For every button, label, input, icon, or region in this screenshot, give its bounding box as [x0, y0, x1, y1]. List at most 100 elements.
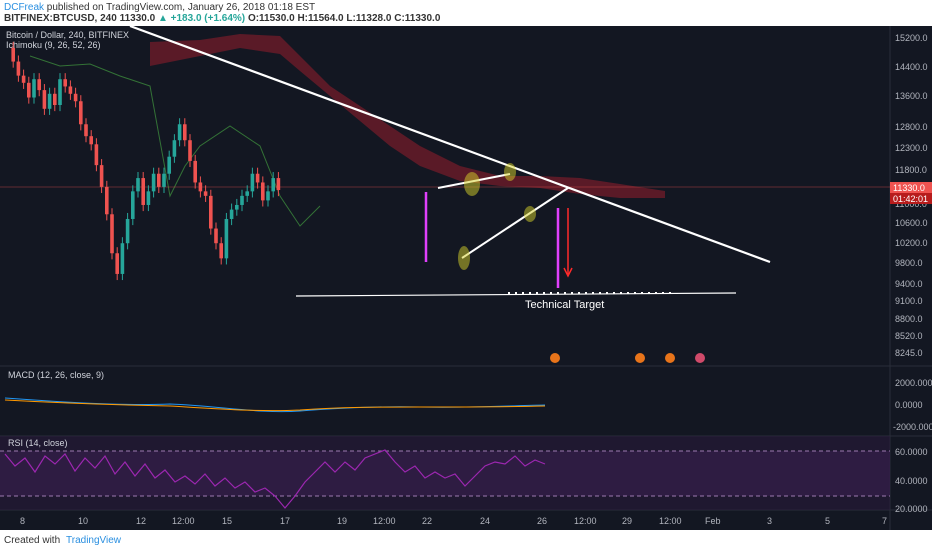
candle-body [79, 101, 83, 125]
ohlc-low-label: L: [346, 13, 356, 24]
rsi-tick: 60.0000 [895, 447, 928, 457]
time-tick: 22 [422, 516, 432, 526]
ohlc-close-value: 11330.0 [404, 13, 441, 24]
event-icon[interactable] [635, 353, 645, 363]
ohlc-high-label: H: [297, 13, 308, 24]
ichimoku-lagging-span [29, 55, 321, 227]
price-tick: 13600.0 [895, 91, 928, 101]
rsi-tick: 40.0000 [895, 476, 928, 486]
rsi-axis: 60.0000 40.0000 20.0000 [895, 447, 928, 514]
time-tick: 5 [825, 516, 830, 526]
event-icon[interactable] [550, 353, 560, 363]
candle-body [42, 90, 47, 109]
author-link[interactable]: DCFreak [4, 2, 45, 13]
published-text: published on TradingView.com, January 26… [46, 2, 316, 13]
price-tick: 11800.0 [895, 165, 927, 175]
descending-trendline [129, 24, 771, 264]
chart-header: DCFreak published on TradingView.com, Ja… [0, 0, 932, 26]
event-icon[interactable] [695, 353, 705, 363]
price-tick: 8245.0 [895, 348, 923, 358]
candle-body [94, 144, 99, 166]
time-tick: 17 [280, 516, 290, 526]
rsi-tick: 20.0000 [895, 504, 928, 514]
time-tick: Feb [705, 516, 721, 526]
candle-body [240, 195, 244, 205]
last-price-tag [890, 182, 932, 193]
candle-body [73, 93, 78, 102]
price-axis: 15200.0 14400.0 13600.0 12800.0 12300.0 … [895, 33, 928, 358]
created-with-label: Created with [4, 535, 61, 546]
tradingview-logo-link[interactable]: TradingView [66, 535, 122, 546]
macd-tick: 0.0000 [895, 400, 923, 410]
candle-body [151, 173, 156, 192]
price-tick: 10200.0 [895, 238, 928, 248]
candle-body [131, 191, 135, 219]
candle-body [136, 178, 140, 192]
highlight-ellipse [464, 172, 480, 196]
candle-body [167, 156, 171, 174]
event-markers[interactable] [550, 353, 705, 363]
price-tick: 8800.0 [895, 314, 923, 324]
price-tick: 12300.0 [895, 143, 928, 153]
price-tick: 9400.0 [895, 279, 923, 289]
candle-body [58, 79, 62, 106]
candle-body [115, 253, 119, 274]
macd-label: MACD (12, 26, close, 9) [8, 370, 104, 380]
candle-body [188, 140, 192, 161]
rsi-line [4, 449, 546, 509]
candle-body [37, 79, 41, 91]
highlight-ellipse [524, 206, 536, 222]
highlight-ellipse [504, 163, 516, 181]
candle-body [183, 124, 187, 141]
candle-body [125, 218, 130, 244]
countdown-tag-text: 01:42:01 [893, 194, 928, 204]
chart-svg[interactable]: 15200.0 14400.0 13600.0 12800.0 12300.0 … [0, 24, 932, 530]
footer: Created with TradingView [0, 532, 932, 550]
time-tick: 29 [622, 516, 632, 526]
price-tick: 15200.0 [895, 33, 928, 43]
highlight-ellipse [458, 246, 470, 270]
price-tick: 8520.0 [895, 331, 923, 341]
rsi-label: RSI (14, close) [8, 438, 68, 448]
last-price: 11330.0 [119, 13, 156, 24]
time-tick: 24 [480, 516, 490, 526]
chart-canvas[interactable]: 15200.0 14400.0 13600.0 12800.0 12300.0 … [0, 24, 932, 530]
candle-body [276, 178, 281, 191]
candle-body [63, 79, 67, 87]
candle-body [224, 218, 229, 259]
time-axis: 8 10 12 12:00 15 17 19 12:00 22 24 26 12… [20, 516, 887, 526]
wedge-lower-line [461, 187, 569, 259]
macd-tick: 2000.0000 [895, 378, 932, 388]
candle-body [47, 93, 52, 109]
candle-body [89, 136, 93, 145]
candle-body [172, 140, 177, 157]
symbol-line: BITFINEX:BTCUSD, 240 11330.0 ▲ +183.0 (+… [4, 13, 440, 24]
countdown-tag [890, 193, 932, 204]
candle-body [105, 186, 109, 215]
down-arrow-icon [563, 267, 573, 278]
candle-body [99, 165, 104, 187]
ichimoku-cloud [150, 34, 665, 198]
rsi-band [0, 451, 890, 496]
candle-body [271, 178, 275, 192]
candle-body [245, 191, 249, 196]
candle-body [209, 195, 213, 229]
candle-body [219, 243, 223, 259]
candle-body [214, 228, 218, 244]
macd-line [4, 397, 546, 413]
candle-body [198, 182, 203, 192]
time-tick: 12:00 [373, 516, 396, 526]
time-tick: 12:00 [659, 516, 682, 526]
macd-signal-line [4, 399, 546, 412]
candlestick-series [11, 41, 281, 281]
price-tick: 10600.0 [895, 218, 928, 228]
candle-body [229, 209, 234, 219]
time-tick: 26 [537, 516, 547, 526]
candle-body [162, 173, 166, 187]
time-tick: 15 [222, 516, 232, 526]
time-tick: 10 [78, 516, 88, 526]
event-icon[interactable] [665, 353, 675, 363]
candle-body [27, 82, 31, 98]
candle-body [193, 160, 197, 183]
candle-body [235, 204, 239, 210]
